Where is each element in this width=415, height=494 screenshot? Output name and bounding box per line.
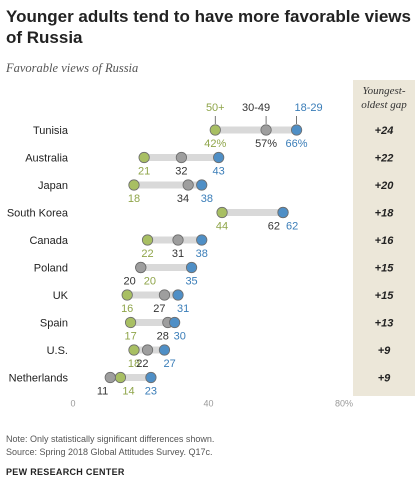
value-label-18-29: 31 [177, 303, 189, 315]
organization-credit: PEW RESEARCH CENTER [6, 467, 125, 477]
point-18-29 [158, 344, 171, 356]
point-18-29 [169, 316, 181, 329]
gap-column-header: Youngest-oldest gap [361, 85, 407, 111]
point-30-49 [260, 124, 272, 136]
point-50plus [124, 316, 137, 329]
gap-value: +18 [375, 208, 395, 220]
point-18-29 [290, 124, 303, 136]
point-30-49 [104, 371, 116, 384]
value-label-50plus: 16 [121, 303, 133, 315]
point-50plus [209, 124, 221, 136]
gap-value: +9 [378, 373, 391, 385]
value-label-30-49: 32 [175, 166, 187, 178]
x-tick-label: 0 [70, 399, 75, 409]
value-label-50plus: 22 [141, 248, 153, 260]
x-tick-label: 40 [203, 399, 213, 409]
gap-value: +13 [375, 318, 394, 330]
value-label-50plus: 42% [204, 138, 226, 150]
point-30-49 [182, 179, 194, 191]
value-label-30-49: 20 [124, 276, 136, 288]
value-label-18-29: 38 [201, 193, 213, 205]
value-label-30-49: 57% [255, 138, 277, 150]
value-label-18-29: 38 [196, 248, 208, 260]
legend-18-29: 18-29 [295, 102, 323, 114]
point-50plus [141, 234, 154, 246]
gap-value: +9 [378, 345, 391, 357]
value-label-50plus: 44 [216, 221, 228, 233]
point-50plus [114, 371, 127, 384]
country-label: U.S. [47, 345, 68, 357]
gap-column-background [353, 80, 415, 396]
point-30-49 [175, 151, 187, 164]
point-50plus [216, 206, 228, 219]
point-50plus [121, 289, 133, 301]
value-label-30-49: 27 [153, 303, 165, 315]
point-18-29 [196, 179, 208, 191]
value-label-18-29: 27 [163, 358, 175, 370]
value-label-50plus: 17 [124, 331, 136, 343]
value-label-50plus: 14 [122, 386, 134, 398]
point-18-29 [172, 289, 184, 301]
country-label: Netherlands [9, 373, 69, 385]
source-note: Source: Spring 2018 Global Attitudes Sur… [6, 447, 213, 457]
point-30-49 [172, 234, 184, 246]
point-30-49 [158, 289, 171, 301]
value-label-50plus: 20 [144, 276, 156, 288]
footnote: Note: Only statistically significant dif… [6, 434, 215, 444]
gap-value: +15 [375, 263, 395, 275]
value-label-18-29: 62 [286, 221, 298, 233]
legend-50plus: 50+ [206, 102, 225, 114]
country-label: UK [53, 290, 69, 302]
chart-subtitle: Favorable views of Russia [6, 61, 139, 75]
dot-chart: Tunisia 42% 57% 66% +24 Australia 21 32 43 +22 Jap… [7, 102, 395, 409]
point-18-29 [196, 234, 208, 246]
value-label-18-29: 66% [286, 138, 308, 150]
value-label-30-49: 28 [157, 331, 169, 343]
gap-value: +22 [375, 153, 394, 165]
country-label: Poland [34, 263, 68, 275]
gap-value: +15 [375, 290, 395, 302]
point-50plus [138, 151, 150, 164]
gap-value: +20 [375, 180, 395, 192]
point-18-29 [277, 206, 289, 219]
gap-value: +24 [375, 125, 394, 137]
value-label-50plus: 18 [128, 193, 140, 205]
point-18-29 [185, 261, 198, 274]
value-label-30-49: 31 [172, 248, 184, 260]
value-label-50plus: 21 [138, 166, 150, 178]
value-label-18-29: 23 [145, 386, 157, 398]
country-label: Spain [40, 318, 68, 330]
value-label-30-49: 62 [268, 221, 280, 233]
value-label-18-29: 43 [213, 166, 225, 178]
country-label: Australia [25, 153, 69, 165]
value-label-50plus: 18 [128, 358, 140, 370]
gap-value: +16 [375, 235, 395, 247]
point-30-49 [135, 261, 147, 274]
x-tick-label: 80% [335, 399, 353, 409]
value-label-30-49: 11 [97, 386, 108, 398]
country-label: Canada [29, 235, 68, 247]
value-label-18-29: 30 [174, 331, 186, 343]
value-label-30-49: 22 [136, 358, 148, 370]
point-18-29 [145, 371, 157, 384]
country-label: South Korea [7, 208, 69, 220]
legend-30-49: 30-49 [242, 102, 270, 114]
value-label-18-29: 35 [185, 276, 197, 288]
country-label: Japan [38, 180, 68, 192]
country-label: Tunisia [33, 125, 69, 137]
point-50plus [128, 344, 140, 356]
point-30-49 [141, 344, 154, 356]
value-label-30-49: 34 [177, 193, 189, 205]
point-18-29 [213, 151, 225, 164]
chart-title: Younger adults tend to have more favorab… [6, 7, 411, 47]
point-50plus [128, 179, 140, 191]
